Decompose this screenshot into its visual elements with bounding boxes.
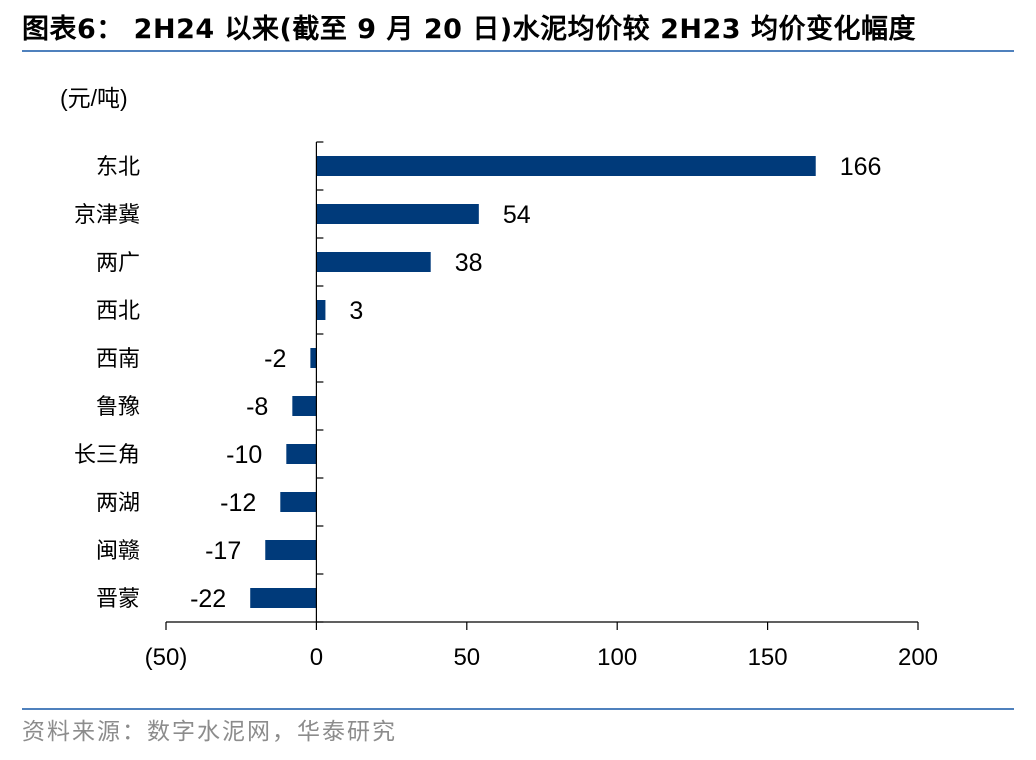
category-label: 西北 [96,299,140,324]
bar-10 [250,588,317,608]
category-label: 西南 [96,347,140,372]
value-label: 54 [503,201,531,229]
bar-9 [265,540,317,560]
value-tick-label: 200 [898,644,938,671]
category-label: 东北 [96,155,140,180]
category-label: 闽赣 [96,539,140,564]
category-label: 晋蒙 [96,587,140,612]
bar-6 [292,396,317,416]
category-label: 两广 [96,251,140,276]
value-label: -12 [220,489,256,517]
value-label: 3 [349,297,363,325]
value-label: -17 [205,537,241,565]
value-label: -8 [246,393,268,421]
value-label: -10 [226,441,262,469]
bars-group [250,156,816,608]
value-tick-label: 100 [597,644,637,671]
value-label: -2 [264,345,286,373]
axes-group [165,141,919,630]
value-tick-label: 150 [748,644,788,671]
bar-7 [286,444,317,464]
value-label: -22 [190,585,226,613]
bar-chart: (元/吨) 东北 166 京津冀 54 两广 38 西北 3 西南 -2 鲁豫 -8 长三角 -10 两湖 -… [60,85,938,671]
category-label: 两湖 [96,491,140,516]
source-note: 资料来源：数字水泥网，华泰研究 [22,719,397,745]
value-tick-label: 50 [453,644,480,671]
value-tick-label: (50) [145,644,188,671]
bar-5 [310,348,317,368]
bar-1 [316,156,816,176]
category-label: 京津冀 [74,203,140,228]
bar-3 [316,252,431,272]
category-label: 鲁豫 [96,395,140,420]
bar-2 [316,204,479,224]
value-label: 38 [455,249,483,277]
value-label: 166 [840,153,882,181]
value-tick-label: 0 [310,644,323,671]
category-label: 长三角 [74,443,140,468]
bar-4 [316,300,326,320]
figure-title: 图表6： 2H24 以来(截至 9 月 20 日)水泥均价较 2H23 均价变化… [22,14,916,45]
top-rule [22,50,1014,52]
bar-8 [280,492,317,512]
labels-group: 东北 166 京津冀 54 两广 38 西北 3 西南 -2 鲁豫 -8 长三角 -10 两湖 -12 闽赣 -1… [74,153,938,671]
bottom-rule [22,708,1014,710]
unit-label: (元/吨) [60,85,128,111]
